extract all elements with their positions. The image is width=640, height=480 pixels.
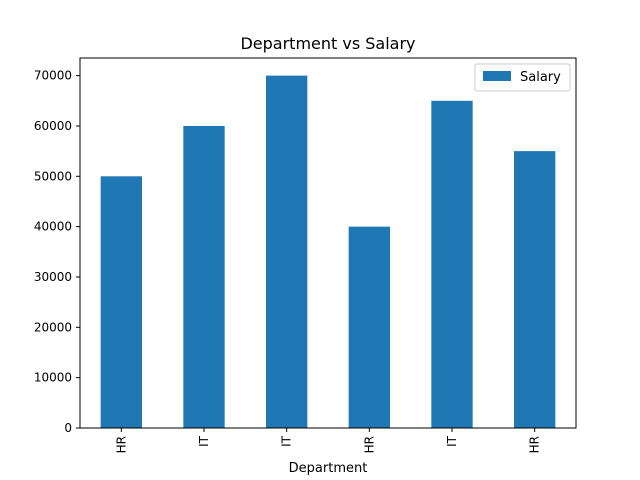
y-tick-label: 40000: [34, 220, 72, 234]
legend-frame: [474, 63, 571, 92]
x-tick-label: HR: [528, 436, 542, 453]
x-axis-label: Department: [289, 461, 368, 476]
x-axis: HR IT IT HR IT HR: [114, 428, 542, 453]
y-tick-label: 50000: [34, 169, 72, 183]
x-tick-label: IT: [197, 435, 211, 447]
y-axis: 0 10000 20000 30000 40000 50000 60000 70000: [34, 69, 80, 435]
x-tick-label: IT: [280, 435, 294, 447]
y-tick-label: 10000: [34, 371, 72, 385]
bar-2: [266, 75, 308, 429]
bar-1: [183, 125, 225, 429]
bar-3: [348, 226, 390, 428]
y-tick-label: 20000: [34, 320, 72, 334]
x-tick-label: HR: [362, 436, 376, 453]
y-tick-label: 70000: [34, 69, 72, 83]
legend-entry-salary: Salary: [520, 70, 561, 85]
legend: Salary: [474, 63, 571, 92]
x-tick-label: HR: [114, 436, 128, 453]
bar-4: [431, 100, 473, 428]
y-tick-label: 60000: [34, 119, 72, 133]
y-tick-label: 30000: [34, 270, 72, 284]
plot-area-frame: [79, 57, 577, 429]
y-tick-label: 0: [64, 421, 72, 435]
bar-0: [100, 176, 142, 428]
legend-swatch: [483, 71, 511, 81]
bar-5: [514, 151, 556, 428]
x-tick-label: IT: [445, 435, 459, 447]
chart-title: Department vs Salary: [240, 34, 415, 53]
bars-layer: [100, 75, 556, 429]
